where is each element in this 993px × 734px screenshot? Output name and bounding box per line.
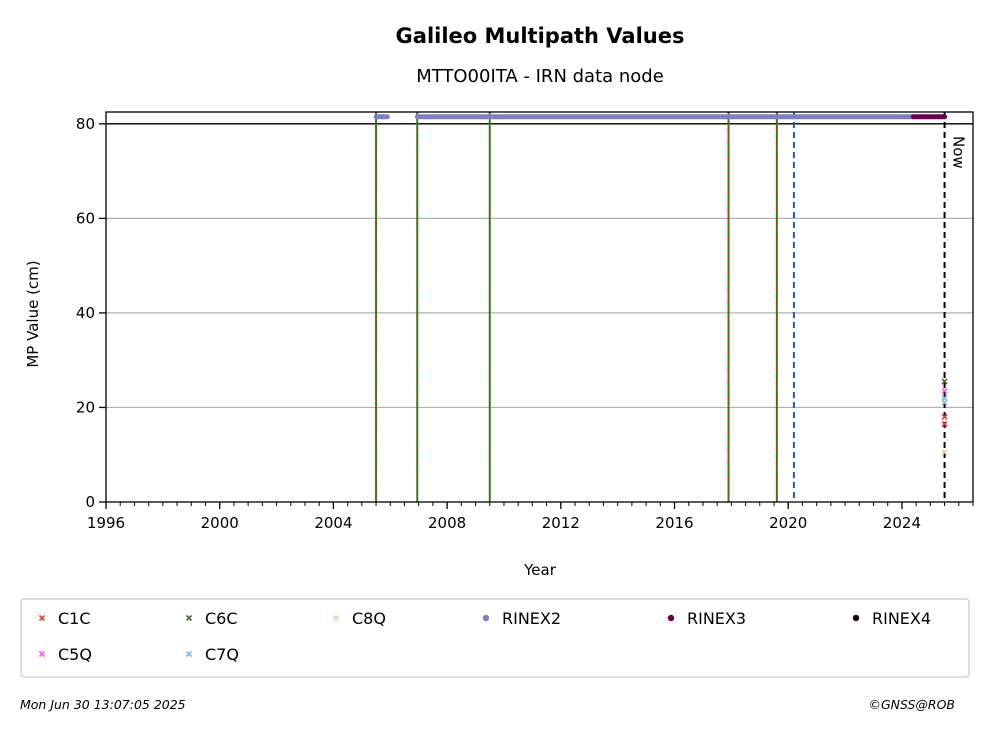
y-tick-label: 20: [76, 398, 95, 416]
y-tick-label: 0: [85, 493, 95, 511]
x-axis-label: Year: [523, 561, 557, 579]
axes: 1996 2000 2004 2008 2012 2016 2020 2024 0 20 40 60 8…: [76, 115, 974, 532]
plot-frame: [105, 111, 974, 503]
legend-marker-c7q: [185, 650, 193, 658]
x-tick-label: 2020: [769, 514, 807, 532]
legend-label-c7q: C7Q: [205, 645, 239, 664]
y-tick-label: 60: [76, 209, 95, 227]
legend-label-rinex4: RINEX4: [872, 609, 931, 628]
point-c1c: [941, 420, 948, 428]
now-label: Now: [950, 136, 968, 169]
legend-marker-c5q: [38, 650, 46, 658]
footer-timestamp: Mon Jun 30 13:07:05 2025: [20, 697, 186, 712]
event-lines: [375, 112, 946, 502]
legend-label-c5q: C5Q: [58, 645, 92, 664]
legend-label-rinex3: RINEX3: [687, 609, 746, 628]
y-axis-label: MP Value (cm): [24, 260, 42, 367]
point-c1c: [941, 413, 948, 420]
chart-title: Galileo Multipath Values: [396, 24, 685, 48]
legend-label-c8q: C8Q: [352, 609, 386, 628]
legend-label-c6c: C6C: [205, 609, 238, 628]
legend-marker-c1c: [38, 614, 46, 622]
x-tick-label: 2000: [201, 514, 239, 532]
x-tick-label: 2024: [883, 514, 921, 532]
legend-marker-rinex3: [667, 614, 675, 622]
point-c8q: [941, 449, 948, 456]
x-tick-label: 2016: [655, 514, 693, 532]
footer-copyright: ©GNSS@ROB: [868, 697, 955, 712]
legend-box: [20, 598, 970, 678]
legend-label-rinex2: RINEX2: [502, 609, 561, 628]
y-tick-label: 80: [76, 115, 95, 133]
legend-marker-rinex2: [482, 614, 490, 622]
legend-marker-c8q: [332, 614, 340, 622]
chart-subtitle: MTTO00ITA - IRN data node: [416, 66, 664, 87]
point-c5q: [941, 387, 948, 394]
point-c7q: [941, 399, 948, 406]
y-tick-label: 40: [76, 304, 95, 322]
data-layer: [373, 114, 948, 456]
point-c6c: [941, 378, 948, 385]
x-tick-label: 2008: [428, 514, 466, 532]
point-c7q: [941, 394, 948, 402]
x-tick-label: 2004: [314, 514, 352, 532]
legend-label-c1c: C1C: [58, 609, 91, 628]
x-tick-label: 1996: [87, 514, 125, 532]
legend-marker-rinex4: [852, 614, 860, 622]
grid-layer: [106, 123, 973, 409]
x-tick-label: 2012: [542, 514, 580, 532]
legend: C1C C6C C8Q RINEX2 RINEX3 RINEX4 C5Q C7Q: [20, 598, 970, 678]
legend-marker-c6c: [185, 614, 193, 622]
